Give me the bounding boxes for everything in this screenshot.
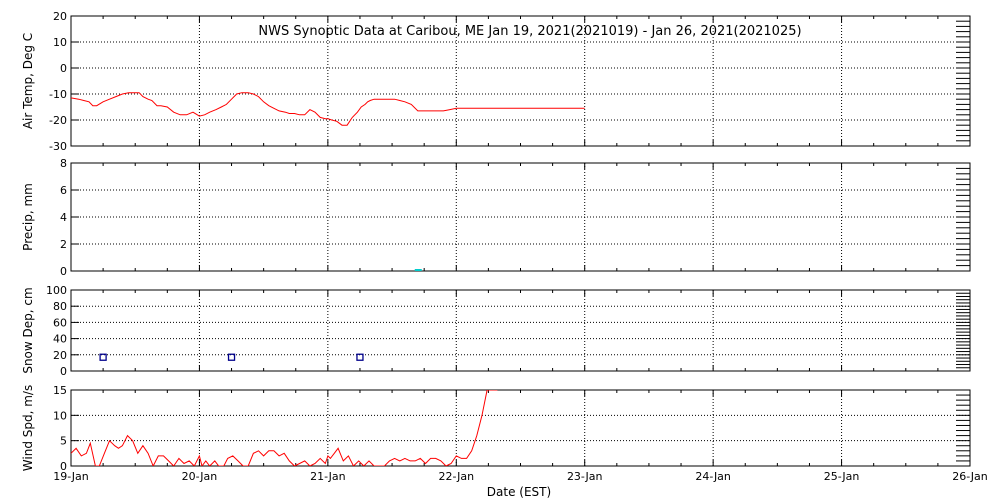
x-tick-label: 23-Jan (567, 470, 603, 483)
y-tick-label: -10 (49, 88, 67, 101)
y-tick-label: -20 (49, 114, 67, 127)
x-tick-label: 19-Jan (53, 470, 89, 483)
y-tick-label: 10 (53, 36, 67, 49)
y-tick-label: 0 (60, 62, 67, 75)
wind-speed-y-label: Wind Spd, m/s (21, 385, 35, 471)
precip-y-label: Precip, mm (21, 183, 35, 251)
y-tick-label: 20 (53, 10, 67, 23)
y-tick-label: 60 (53, 316, 67, 329)
snow-depth-panel: 100 80 60 40 20 0 Snow Dep, cm (21, 284, 971, 378)
snow-depth-point (356, 353, 364, 361)
x-tick-label: 21-Jan (310, 470, 346, 483)
snow-depth-frame (70, 289, 971, 372)
air-temp-panel: 20 10 0 -10 -20 -30 Air Temp, Deg C (21, 10, 971, 153)
y-tick-label: 80 (53, 300, 67, 313)
wind-speed-panel: 15 10 5 0 Wind Spd, m/s (21, 384, 971, 473)
wind-speed-frame (70, 389, 971, 467)
y-tick-label: 100 (46, 284, 67, 297)
y-tick-label: 6 (60, 184, 67, 197)
chart-title: NWS Synoptic Data at Caribou, ME Jan 19,… (258, 24, 801, 39)
y-tick-label: -30 (49, 140, 67, 153)
wind-speed-series-line (71, 390, 498, 466)
snow-depth-point (227, 353, 236, 361)
y-tick-label: 15 (53, 384, 67, 397)
snow-depth-point (99, 353, 107, 361)
air-temp-y-label: Air Temp, Deg C (21, 33, 35, 129)
y-tick-label: 0 (60, 265, 67, 278)
y-tick-label: 40 (53, 333, 67, 346)
precip-bar (414, 269, 422, 271)
x-tick-label: 26-Jan (952, 470, 988, 483)
snow-depth-y-label: Snow Dep, cm (21, 287, 35, 373)
x-tick-label: 20-Jan (182, 470, 218, 483)
y-tick-label: 10 (53, 409, 67, 422)
y-tick-label: 8 (60, 157, 67, 170)
x-axis-label: Date (EST) (487, 485, 551, 499)
precip-panel: 8 6 4 2 0 Precip, mm (21, 157, 971, 278)
x-tick-label: 24-Jan (695, 470, 731, 483)
y-tick-label: 5 (60, 435, 67, 448)
y-tick-label: 2 (60, 238, 67, 251)
precip-frame (70, 162, 971, 272)
air-temp-series-line (71, 92, 585, 126)
y-tick-label: 0 (60, 365, 67, 378)
x-tick-label: 25-Jan (824, 470, 860, 483)
y-tick-label: 4 (60, 211, 67, 224)
y-tick-label: 20 (53, 349, 67, 362)
x-tick-label: 22-Jan (439, 470, 475, 483)
y-tick-label: 0 (60, 460, 67, 473)
